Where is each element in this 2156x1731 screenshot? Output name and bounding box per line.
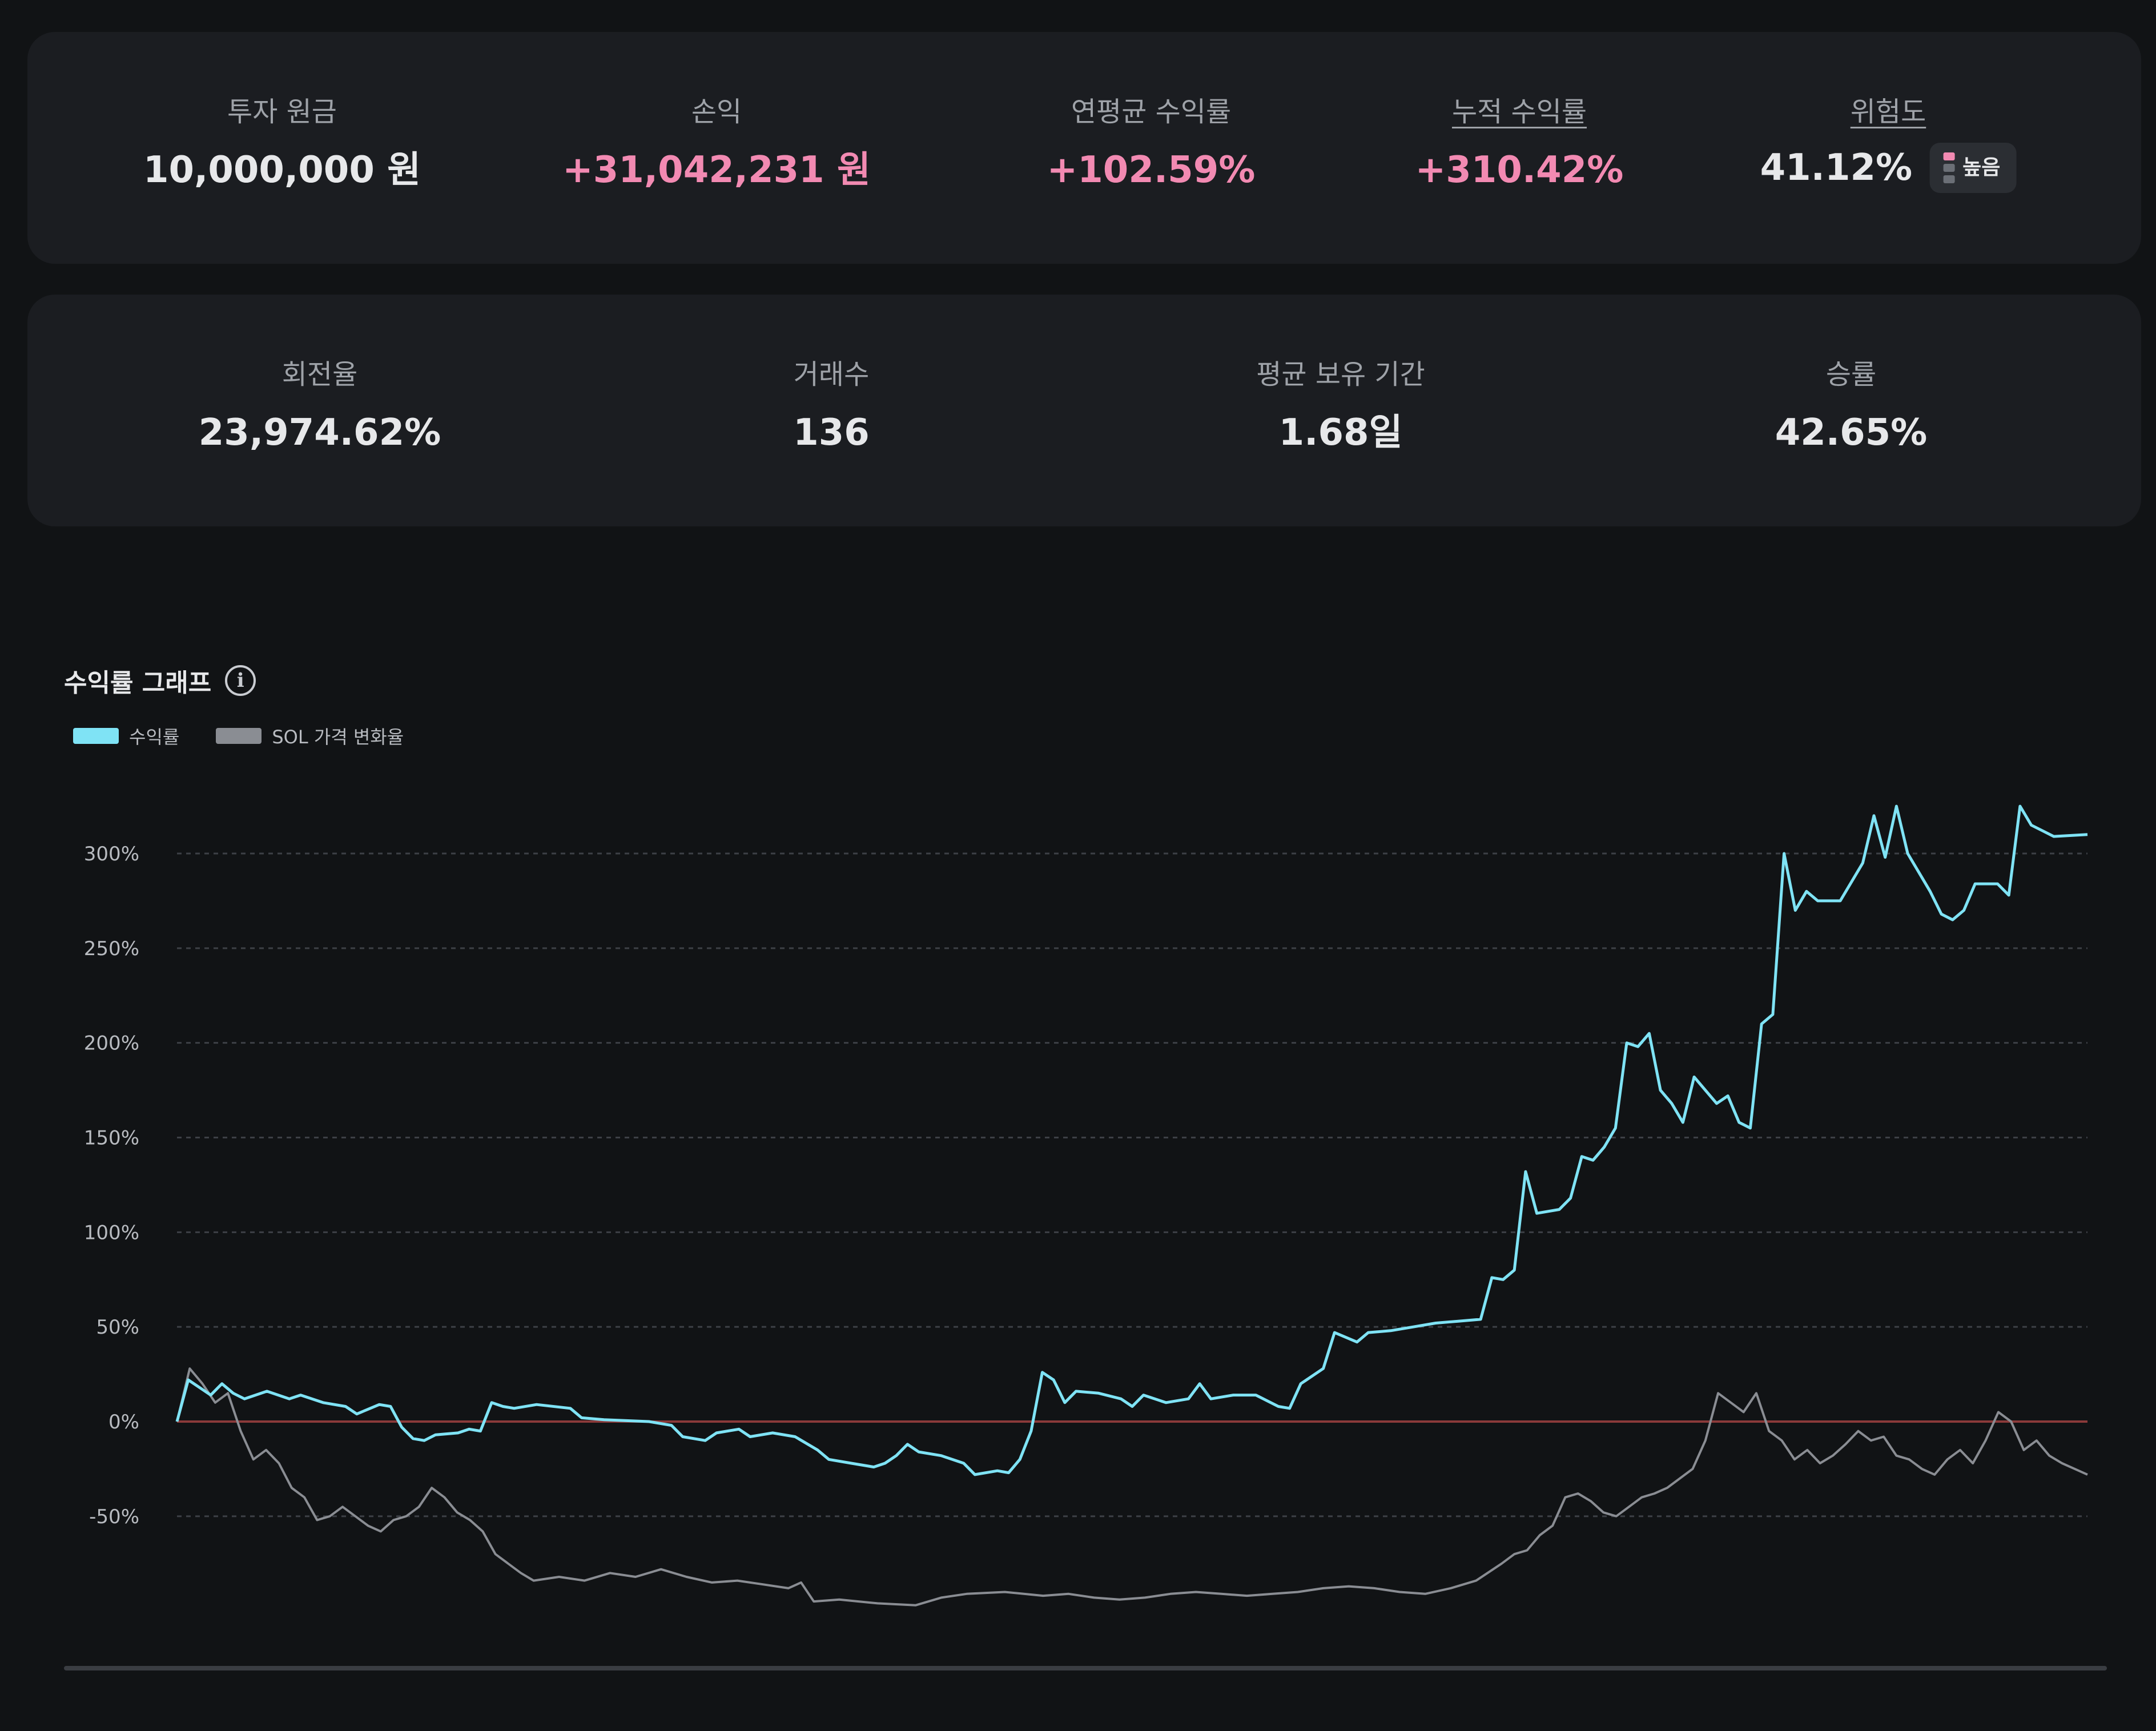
y-tick-label: 50% — [96, 1316, 139, 1339]
summary-card — [27, 32, 2141, 264]
stat-value: +310.42% — [1415, 149, 1624, 191]
stat-value: 136 — [793, 412, 870, 454]
y-tick-label: 300% — [84, 843, 139, 865]
stat-cagr: 연평균 수익률 +102.59% — [1047, 95, 1256, 193]
legend-item-sol[interactable]: SOL 가격 변화율 — [216, 723, 404, 749]
series-line-sol[interactable] — [176, 1367, 2088, 1607]
stats-card — [27, 295, 2141, 526]
cumulative-help-link[interactable]: 누적 수익률 — [1451, 96, 1587, 128]
stat-label: 연평균 수익률 — [1071, 96, 1232, 128]
risk-level-icon — [1943, 152, 1955, 183]
stat-cumulative: 누적 수익률 +310.42% — [1415, 95, 1624, 193]
legend-label: 수익률 — [129, 726, 180, 748]
risk-badge: 높음 — [1929, 143, 2017, 193]
stat-label: 회전율 — [281, 359, 358, 391]
chart-title-text: 수익률 그래프 — [64, 669, 212, 698]
risk-value: 41.12% — [1760, 147, 1913, 189]
y-tick-label: 0% — [108, 1411, 139, 1434]
stat-label: 투자 원금 — [227, 96, 337, 128]
series-line-return[interactable] — [175, 804, 2088, 1476]
y-tick-label: 250% — [84, 937, 139, 960]
y-tick-label: -50% — [89, 1505, 139, 1528]
stat-value: 1.68일 — [1278, 412, 1403, 454]
legend-item-return[interactable]: 수익률 — [73, 723, 179, 749]
stat-value: +102.59% — [1047, 149, 1256, 191]
chart-title: 수익률 그래프 i — [64, 662, 256, 699]
y-tick-label: 200% — [84, 1032, 139, 1055]
stat-label: 승률 — [1825, 359, 1877, 391]
stat-principal: 투자 원금 10,000,000 원 — [143, 95, 421, 193]
legend-swatch — [216, 728, 262, 744]
legend-swatch — [73, 728, 119, 744]
chart-scrollbar[interactable] — [64, 1666, 2107, 1670]
risk-badge-label: 높음 — [1962, 156, 2001, 179]
stat-label: 손익 — [691, 96, 742, 128]
stat-turnover: 회전율 23,974.62% — [199, 357, 441, 456]
stat-value: +31,042,231 원 — [562, 149, 871, 191]
stat-value: 10,000,000 원 — [143, 149, 421, 191]
stat-pnl: 손익 +31,042,231 원 — [562, 95, 871, 193]
stat-risk: 위험도 41.12% 높음 — [1760, 95, 2017, 193]
stat-trades: 거래수 136 — [793, 357, 870, 456]
risk-help-link[interactable]: 위험도 — [1850, 96, 1926, 128]
stat-winrate: 승률 42.65% — [1775, 357, 1928, 456]
info-icon[interactable]: i — [225, 665, 256, 696]
stat-value: 23,974.62% — [198, 412, 441, 454]
stat-label: 평균 보유 기간 — [1256, 359, 1425, 391]
risk-row: 41.12% 높음 — [1760, 143, 2017, 193]
chart-legend: 수익률 SOL 가격 변화율 — [73, 723, 404, 749]
stat-label: 거래수 — [793, 359, 870, 391]
stat-holding: 평균 보유 기간 1.68일 — [1256, 357, 1425, 456]
legend-label: SOL 가격 변화율 — [272, 726, 404, 748]
y-tick-label: 150% — [84, 1127, 139, 1150]
y-tick-label: 100% — [84, 1221, 139, 1244]
stat-value: 42.65% — [1775, 412, 1928, 454]
